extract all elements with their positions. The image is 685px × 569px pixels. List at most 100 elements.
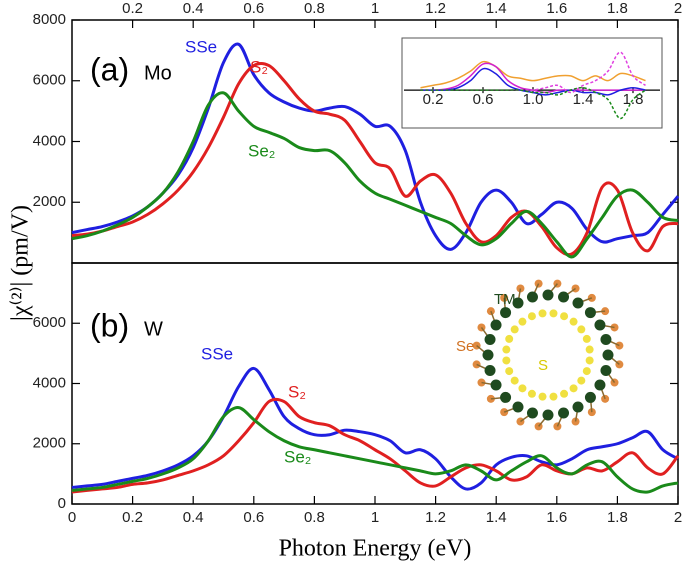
atom	[512, 297, 524, 309]
x-tick-label: 1.2	[425, 509, 446, 526]
atom	[512, 401, 524, 413]
series-line	[420, 60, 646, 89]
atom	[560, 389, 569, 398]
x-tick-label: 1.4	[573, 91, 594, 108]
y-tick-label: 4000	[33, 132, 66, 149]
series-label: S₂	[288, 382, 306, 401]
series-line	[71, 61, 679, 257]
atom	[527, 389, 536, 398]
atom	[490, 319, 502, 331]
x-tick-label: 2	[674, 509, 682, 526]
atom	[602, 349, 614, 361]
x-tick-label: 0.6	[473, 91, 494, 108]
x-tick-label: 1.4	[486, 509, 507, 526]
atom	[569, 317, 578, 326]
x-tick-label: 1.0	[523, 91, 544, 108]
x-tick-label: 1.4	[486, 0, 507, 17]
x-tick-label: 1	[371, 509, 379, 526]
atom	[558, 407, 570, 419]
atom	[502, 356, 511, 365]
atom	[560, 312, 569, 321]
atom	[569, 384, 578, 393]
atom	[484, 365, 496, 377]
inset-label: Se	[456, 338, 474, 355]
x-tick-label: 1.6	[546, 0, 567, 17]
atom	[500, 307, 512, 319]
x-tick-label: 1.6	[546, 509, 567, 526]
y-axis-label: |χ⁽²⁾| (pm/V)	[8, 205, 34, 321]
atom	[526, 291, 538, 303]
panel-label: (b)	[90, 307, 129, 343]
atom	[572, 401, 584, 413]
y-tick-label: 2000	[33, 193, 66, 210]
x-tick-label: 1	[371, 0, 379, 17]
atom	[527, 312, 536, 321]
atom	[500, 391, 512, 403]
atom	[518, 384, 527, 393]
x-tick-label: 0.2	[122, 509, 143, 526]
x-tick-label: 0.4	[183, 0, 204, 17]
atom	[577, 325, 586, 334]
x-tick-label: 1.8	[607, 509, 628, 526]
y-tick-label: 0	[58, 495, 66, 512]
y-tick-label: 6000	[33, 72, 66, 89]
x-tick-label: 0	[68, 509, 76, 526]
atom	[505, 334, 514, 343]
x-tick-label: 2	[674, 0, 682, 17]
y-tick-label: 4000	[33, 374, 66, 391]
atom	[502, 345, 511, 354]
x-axis-label: Photon Energy (eV)	[279, 536, 472, 562]
panel-label: (a)	[90, 51, 129, 87]
atom	[582, 334, 591, 343]
x-tick-label: 1.2	[425, 0, 446, 17]
series-label: Se₂	[284, 447, 311, 466]
atom	[542, 289, 554, 301]
series-label: SSe	[201, 344, 233, 363]
atom	[594, 319, 606, 331]
x-tick-label: 0.2	[423, 91, 444, 108]
series-label: S₂	[250, 57, 268, 76]
atom	[538, 309, 547, 318]
series-label: Se₂	[248, 141, 275, 160]
y-tick-label: 2000	[33, 435, 66, 452]
x-tick-label: 0.6	[243, 0, 264, 17]
inset-label: TM	[494, 291, 516, 308]
series-line	[71, 397, 680, 494]
x-tick-label: 0.8	[304, 509, 325, 526]
inset-label: S	[538, 357, 548, 374]
x-tick-label: 0.6	[243, 509, 264, 526]
atom	[549, 309, 558, 318]
atom	[584, 307, 596, 319]
series-line	[71, 406, 679, 494]
x-tick-label: 0.2	[122, 0, 143, 17]
series-label: SSe	[185, 37, 217, 56]
atom	[585, 356, 594, 365]
atom	[505, 367, 514, 376]
x-tick-label: 0.8	[304, 0, 325, 17]
atom	[510, 325, 519, 334]
inset-frame	[401, 37, 663, 129]
x-tick-label: 1.8	[607, 0, 628, 17]
atom	[538, 392, 547, 401]
atom	[518, 317, 527, 326]
atom	[584, 391, 596, 403]
atom	[594, 379, 606, 391]
atom	[484, 333, 496, 345]
atom	[510, 376, 519, 385]
atom	[572, 297, 584, 309]
y-tick-label: 6000	[33, 314, 66, 331]
atom	[558, 291, 570, 303]
series-line	[420, 86, 646, 120]
atom	[582, 367, 591, 376]
material-label: Mo	[144, 62, 172, 84]
atom	[542, 409, 554, 421]
atom	[526, 407, 538, 419]
atom	[577, 376, 586, 385]
x-tick-label: 1.8	[623, 91, 644, 108]
series-line	[71, 366, 679, 491]
atom	[585, 345, 594, 354]
series-line	[71, 91, 679, 259]
x-tick-label: 0.4	[183, 509, 204, 526]
atom	[600, 333, 612, 345]
atom	[600, 365, 612, 377]
